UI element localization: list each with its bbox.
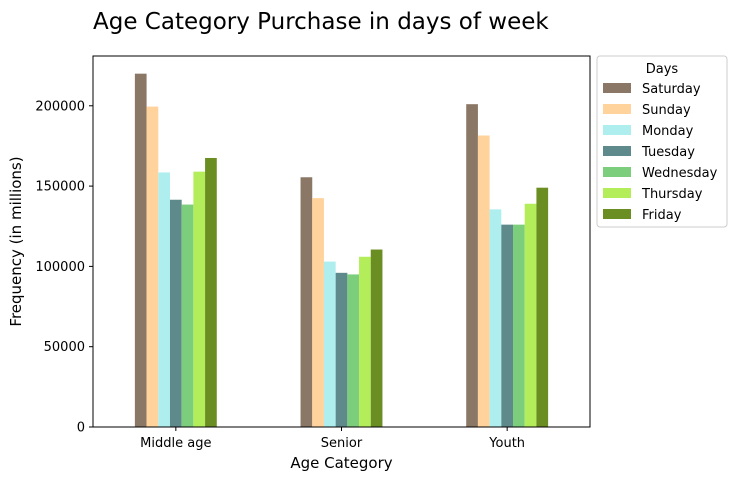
bars	[134, 73, 549, 428]
legend-frame	[596, 55, 728, 228]
bar-wednesday-senior	[347, 274, 360, 427]
bar-friday-youth	[536, 187, 549, 427]
bar-wednesday-youth	[513, 224, 525, 427]
x-tick-label: Middle age	[140, 436, 211, 451]
y-tick-label: 100000	[35, 260, 85, 275]
bar-sunday-senior	[312, 198, 324, 427]
bar-friday-middle-age	[205, 157, 217, 428]
bar-monday-youth	[489, 209, 502, 427]
legend: Days Saturday Sunday Monday Tuesday Wednesda…	[596, 55, 728, 228]
bar-tuesday-senior	[335, 272, 348, 427]
x-tick-label: Senior	[321, 436, 363, 451]
y-axis: 0 50000 100000 150000 200000	[35, 99, 93, 436]
bar-saturday-youth	[466, 104, 478, 428]
bar-tuesday-youth	[501, 224, 514, 427]
y-tick-label: 50000	[44, 340, 85, 355]
bar-thursday-youth	[524, 203, 537, 427]
bar-saturday-middle-age	[134, 73, 147, 428]
legend-swatch-sunday	[603, 104, 631, 114]
legend-items: Saturday Sunday Monday Tuesday Wednesday Thur…	[603, 82, 718, 223]
x-axis: Middle age Senior Youth	[140, 427, 525, 451]
bar-thursday-middle-age	[193, 171, 206, 427]
legend-label-tuesday: Tuesday	[641, 145, 695, 160]
bar-monday-senior	[323, 261, 336, 427]
legend-title: Days	[646, 62, 679, 77]
bar-sunday-middle-age	[146, 106, 159, 427]
bar-friday-senior	[370, 249, 383, 427]
legend-swatch-saturday	[603, 83, 631, 93]
chart-title: Age Category Purchase in days of week	[93, 9, 549, 35]
legend-label-thursday: Thursday	[641, 187, 703, 202]
bar-monday-middle-age	[158, 172, 170, 427]
legend-label-sunday: Sunday	[642, 103, 691, 118]
bar-saturday-senior	[300, 177, 313, 427]
legend-swatch-monday	[603, 125, 631, 135]
x-axis-title: Age Category	[290, 454, 392, 472]
bar-sunday-youth	[477, 135, 490, 427]
legend-label-wednesday: Wednesday	[642, 166, 718, 181]
legend-swatch-friday	[603, 209, 631, 219]
legend-swatch-thursday	[603, 188, 631, 198]
legend-label-saturday: Saturday	[642, 82, 701, 97]
y-tick-label: 0	[77, 421, 85, 436]
y-tick-label: 150000	[35, 180, 85, 195]
bar-tuesday-middle-age	[169, 199, 182, 427]
y-axis-title: Frequency (in millions)	[7, 156, 25, 326]
bar-thursday-senior	[359, 256, 371, 427]
legend-swatch-wednesday	[603, 167, 631, 177]
legend-label-monday: Monday	[642, 124, 694, 139]
legend-swatch-tuesday	[603, 146, 631, 156]
bar-wednesday-middle-age	[181, 204, 194, 427]
legend-label-friday: Friday	[642, 208, 682, 223]
x-tick-label: Youth	[488, 436, 525, 451]
y-tick-label: 200000	[35, 99, 85, 114]
